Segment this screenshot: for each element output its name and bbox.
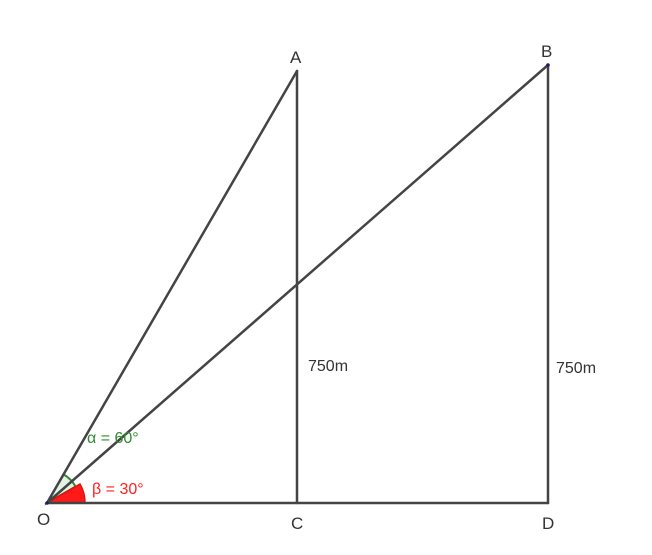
alpha-label: α = 60° [87, 430, 139, 447]
label-B: B [541, 42, 552, 61]
label-A: A [290, 48, 302, 67]
label-D: D [542, 514, 554, 533]
length-AC: 750m [308, 358, 348, 375]
point-B [546, 63, 550, 67]
label-C: C [291, 514, 303, 533]
beta-label: β = 30° [92, 481, 144, 498]
segment-OA [45, 69, 299, 505]
length-BD: 750m [556, 360, 596, 377]
label-O: O [37, 510, 50, 529]
point-O [45, 501, 49, 505]
